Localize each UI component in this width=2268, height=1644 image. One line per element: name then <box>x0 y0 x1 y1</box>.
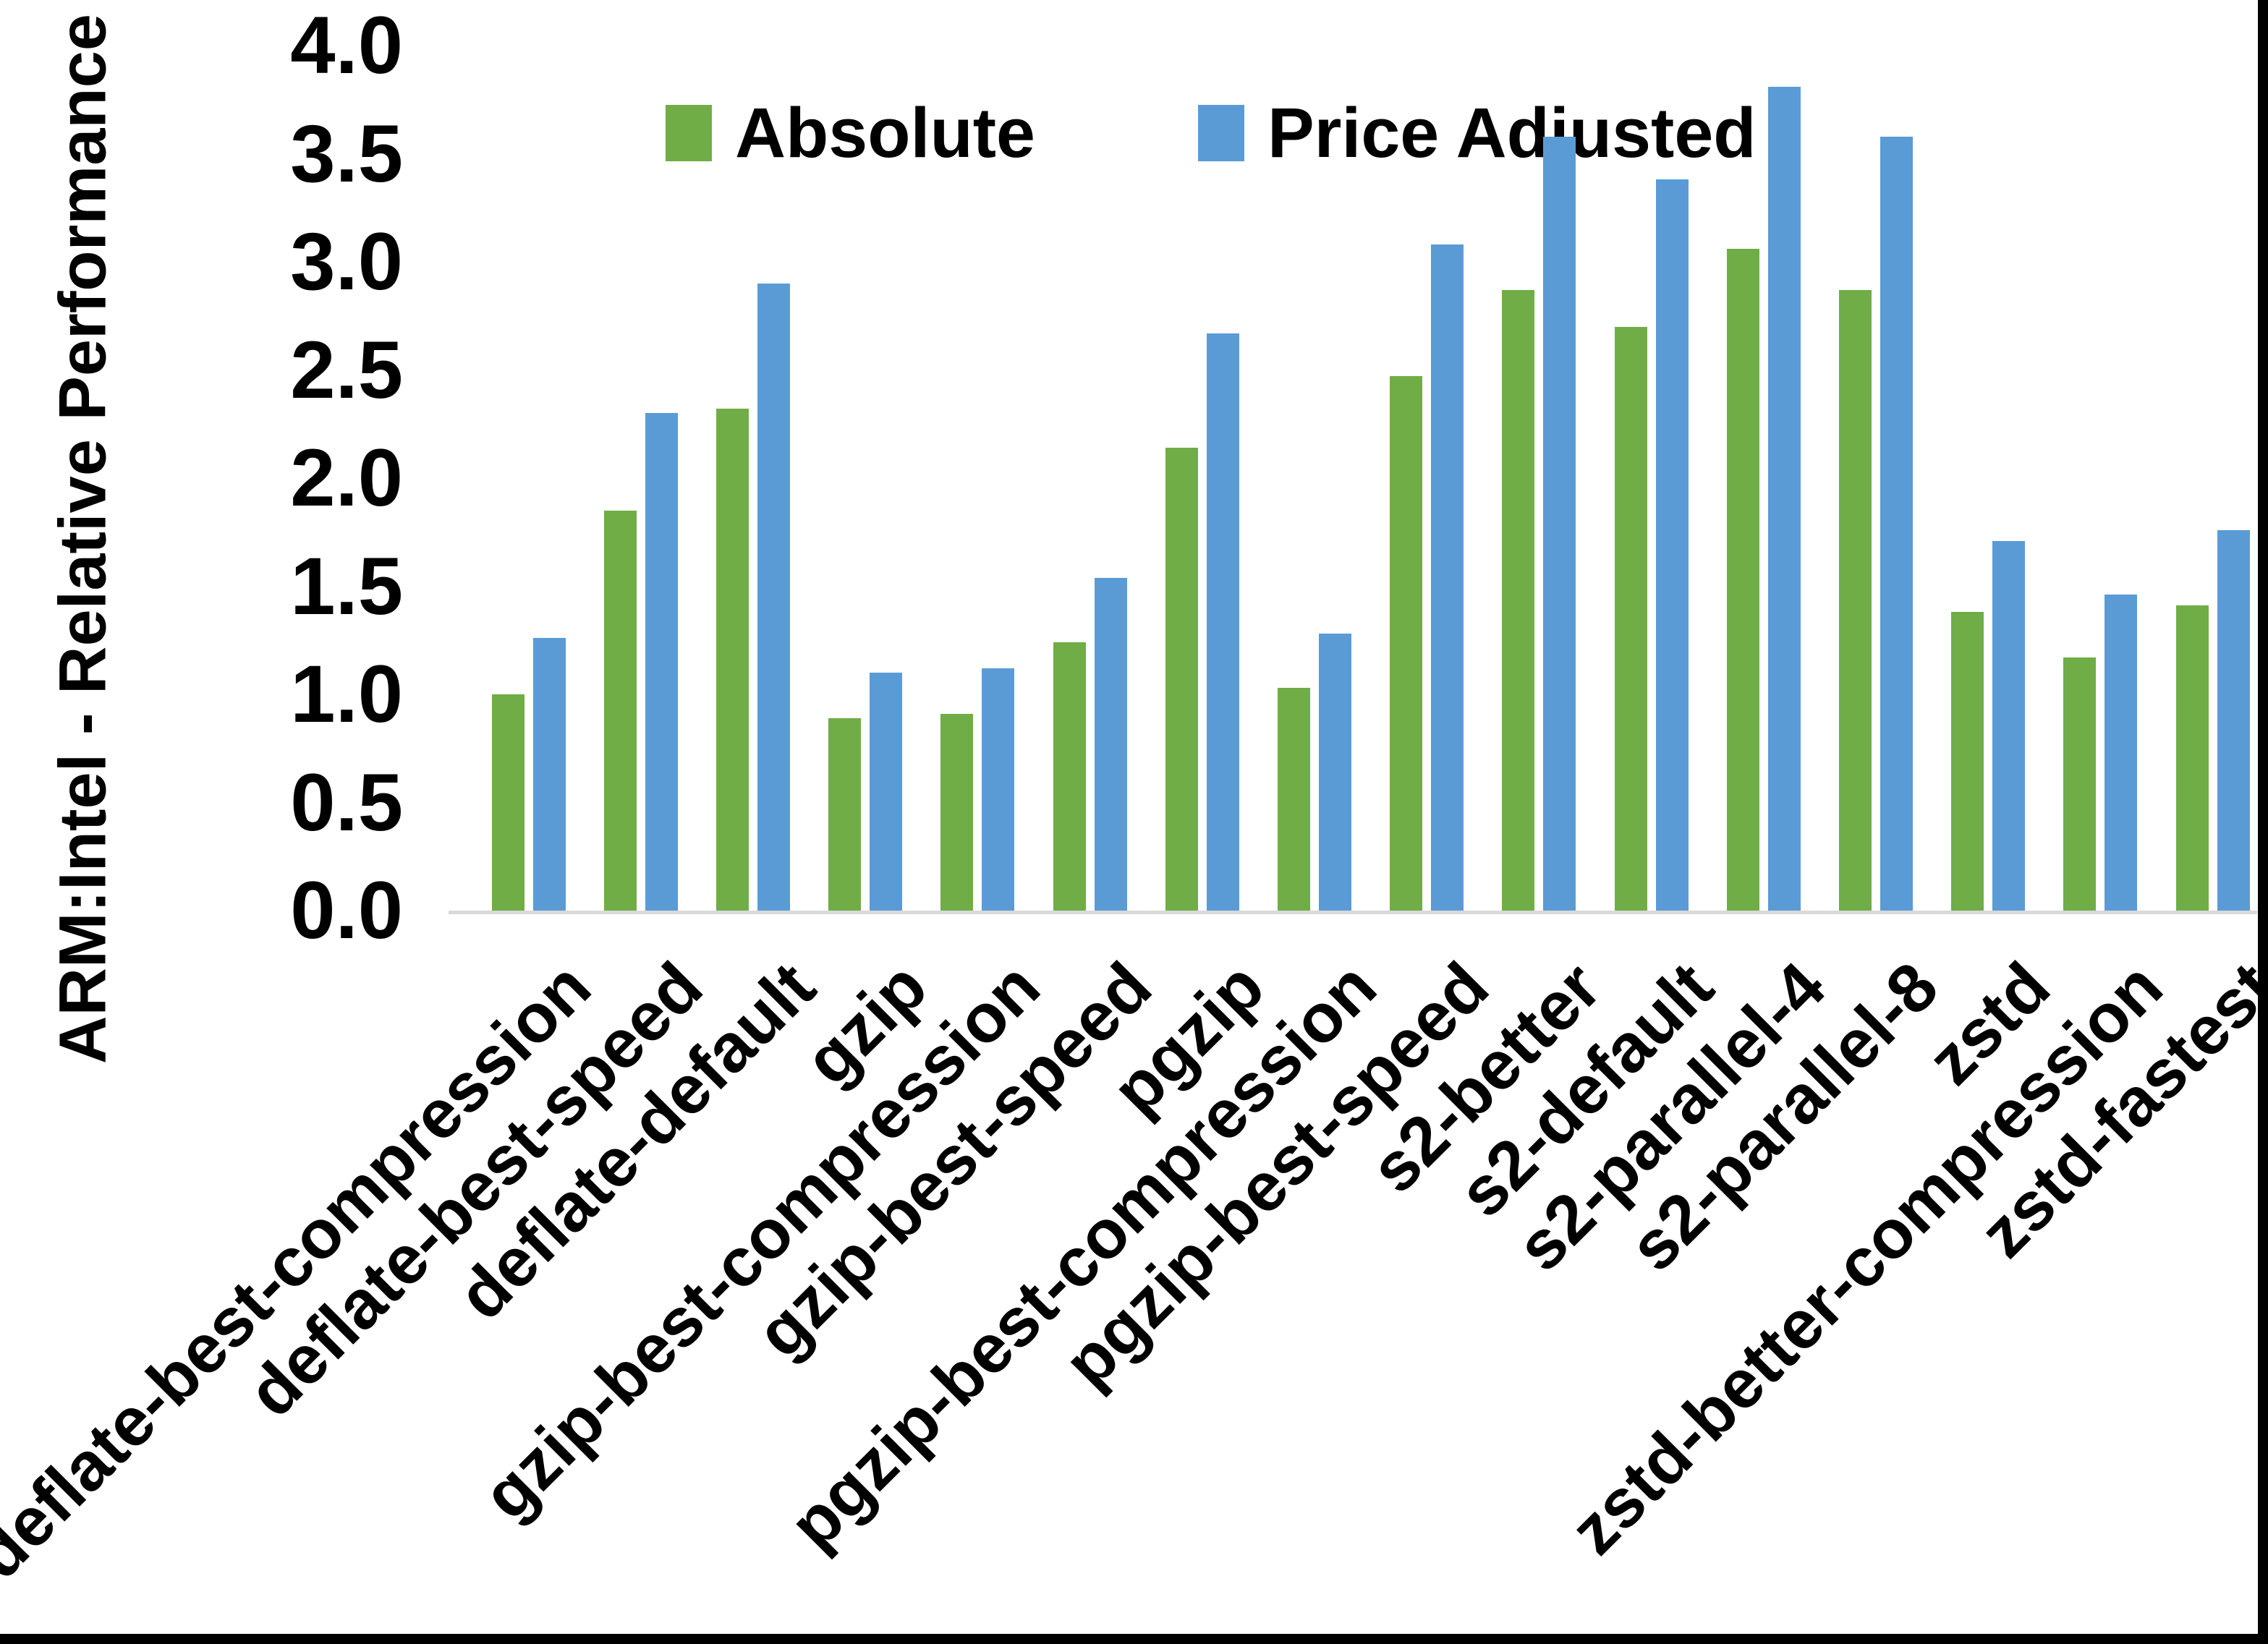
window-border-bottom <box>0 1634 2268 1644</box>
bar-absolute <box>1278 688 1310 911</box>
bar-price-adjusted <box>757 284 790 911</box>
bar-price-adjusted <box>1992 541 2025 911</box>
bar-price-adjusted <box>2217 530 2250 911</box>
bar-price-adjusted <box>1319 634 1351 911</box>
bar-absolute <box>1615 327 1647 911</box>
bar-absolute <box>1053 642 1086 911</box>
y-tick-label: 3.0 <box>290 216 403 307</box>
y-tick-label: 3.5 <box>290 108 403 199</box>
y-tick-label: 0.5 <box>290 757 403 848</box>
bar-price-adjusted <box>1880 137 1913 911</box>
y-tick-label: 1.5 <box>290 540 403 631</box>
bar-price-adjusted <box>982 668 1014 911</box>
bar-price-adjusted <box>1095 578 1127 911</box>
legend-swatch-icon <box>1197 105 1244 161</box>
bar-price-adjusted <box>1207 333 1239 911</box>
x-axis-line <box>449 911 2257 914</box>
bar-absolute <box>604 511 637 911</box>
y-tick-label: 2.5 <box>290 324 403 415</box>
bar-absolute <box>2176 605 2209 911</box>
bar-price-adjusted <box>645 413 678 911</box>
bar-absolute <box>1165 448 1198 911</box>
y-axis-title: ARM:Intel - Relative Performance <box>46 14 120 1064</box>
legend-label: Price Adjusted <box>1267 93 1757 172</box>
bar-absolute <box>1951 612 1984 911</box>
y-tick-label: 2.0 <box>290 433 403 523</box>
bar-price-adjusted <box>1768 87 1801 911</box>
legend-item: Price Adjusted <box>1197 93 1757 174</box>
legend-item: Absolute <box>666 93 1035 174</box>
bar-absolute <box>1839 290 1872 911</box>
bar-absolute <box>2063 657 2096 911</box>
bar-absolute <box>940 714 973 911</box>
y-tick-label: 1.0 <box>290 649 403 739</box>
legend-swatch-icon <box>666 105 712 161</box>
bar-absolute <box>1727 249 1759 911</box>
bar-absolute <box>716 409 749 911</box>
bar-absolute <box>1502 290 1534 911</box>
bar-price-adjusted <box>2105 595 2137 911</box>
bar-price-adjusted <box>533 638 566 911</box>
bar-price-adjusted <box>1431 244 1464 911</box>
bar-price-adjusted <box>870 673 902 911</box>
bar-price-adjusted <box>1656 179 1689 911</box>
y-tick-label: 0.0 <box>290 865 403 955</box>
y-tick-label: 4.0 <box>290 0 403 90</box>
legend-label: Absolute <box>735 93 1035 172</box>
bar-absolute <box>492 694 524 911</box>
bar-absolute <box>1390 376 1422 911</box>
legend: Absolute Price Adjusted <box>666 93 1757 174</box>
window-border-right <box>2258 0 2268 1644</box>
bar-price-adjusted <box>1543 137 1576 911</box>
bar-absolute <box>828 718 861 911</box>
